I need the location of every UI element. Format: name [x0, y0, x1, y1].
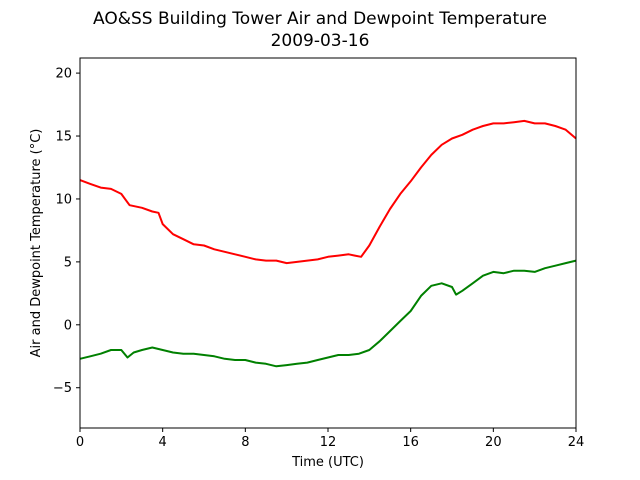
x-tick-label: 12 [320, 435, 337, 450]
chart-title: AO&SS Building Tower Air and Dewpoint Te… [93, 9, 547, 29]
chart-subtitle: 2009-03-16 [271, 31, 370, 51]
x-tick-label: 24 [568, 435, 585, 450]
y-tick-label: 10 [55, 192, 72, 207]
y-axis-label: Air and Dewpoint Temperature (°C) [29, 129, 44, 358]
x-tick-label: 4 [159, 435, 167, 450]
series-line-1 [79, 259, 577, 368]
y-tick-label: −5 [53, 381, 72, 396]
x-tick-label: 16 [402, 435, 419, 450]
y-tick-label: 0 [64, 318, 72, 333]
series-line-0 [79, 119, 577, 265]
x-tick-label: 20 [485, 435, 502, 450]
x-axis-label: Time (UTC) [291, 455, 364, 470]
x-tick-label: 0 [76, 435, 84, 450]
y-tick-label: 5 [64, 255, 72, 270]
y-tick-label: 20 [55, 67, 72, 82]
series-layer [79, 119, 577, 368]
tick-layer: 0 4 8 12 16 20 24 −5 0 5 10 15 20 [53, 67, 584, 450]
x-tick-label: 8 [241, 435, 249, 450]
plot-frame [79, 57, 577, 429]
y-tick-label: 15 [55, 130, 72, 145]
